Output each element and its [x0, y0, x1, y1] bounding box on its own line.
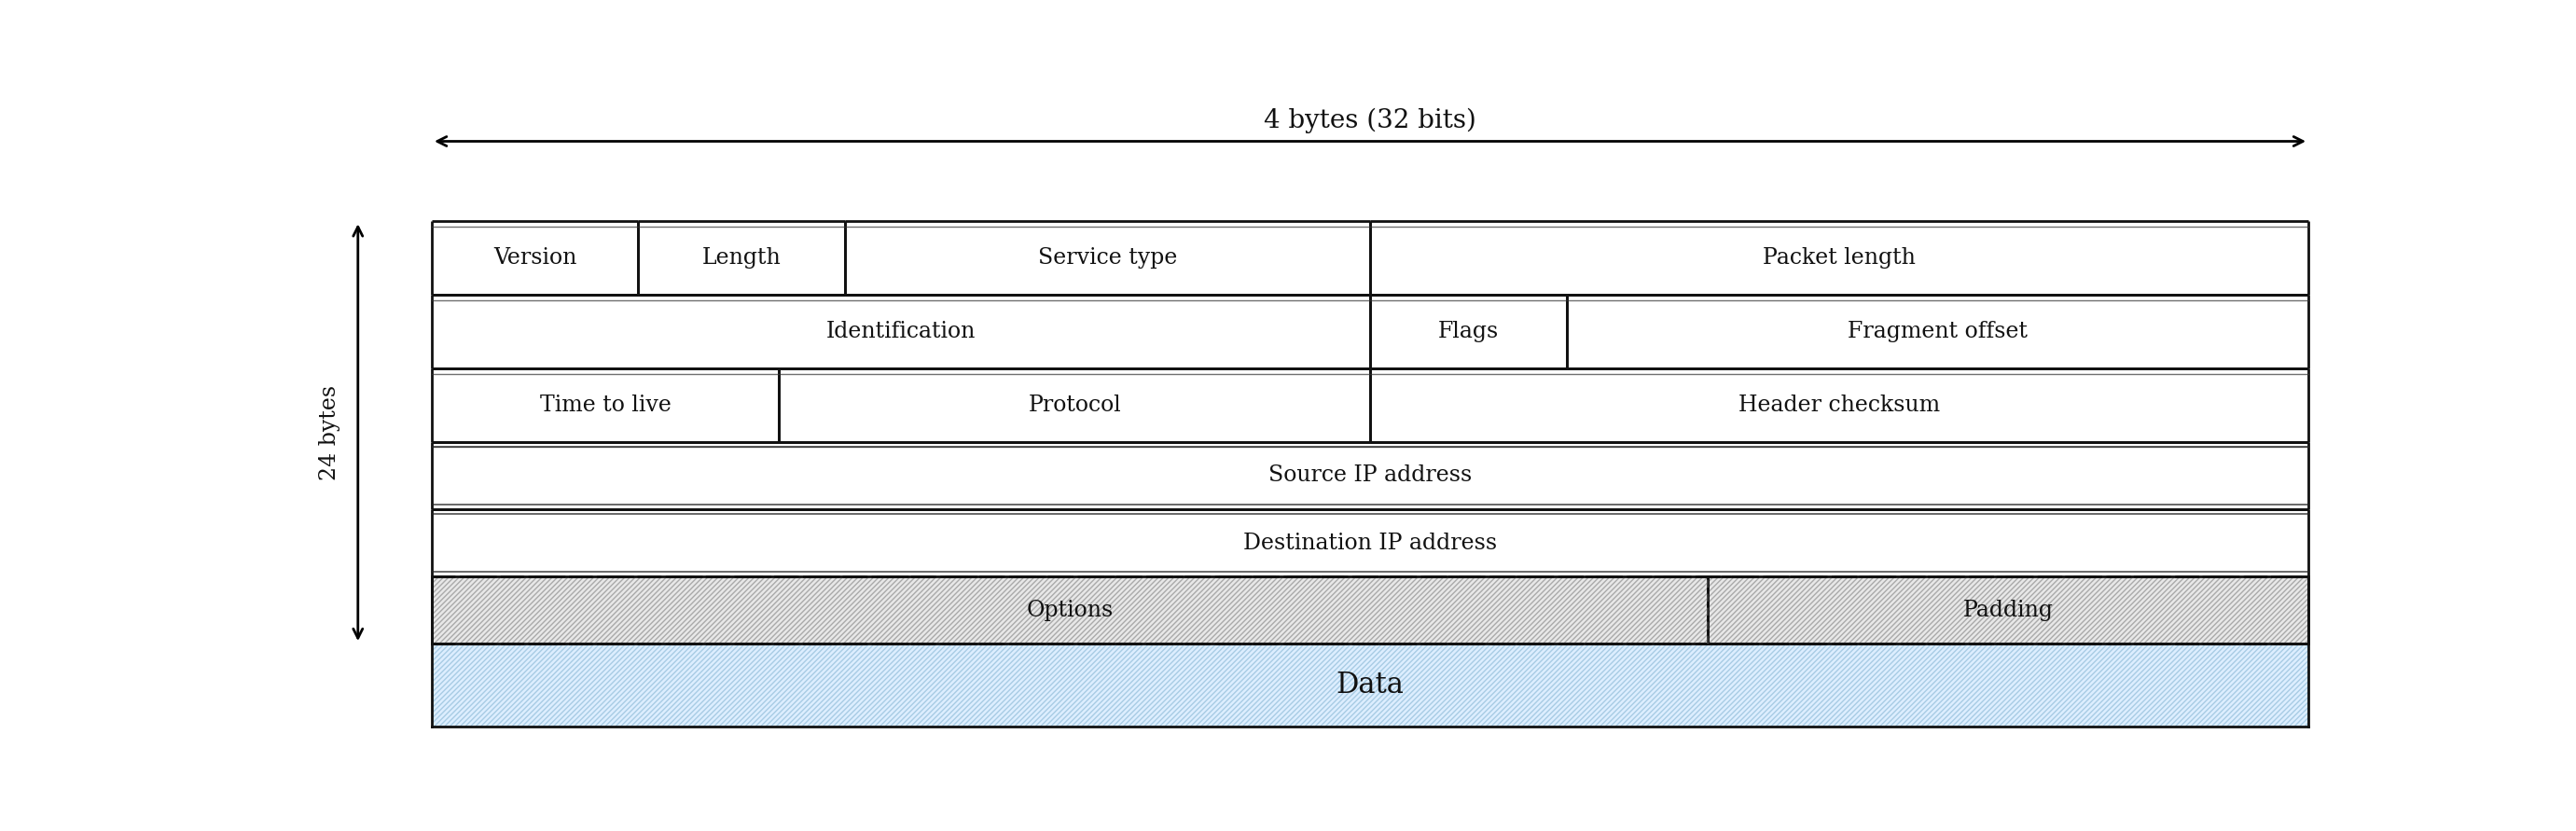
Text: Protocol: Protocol	[1028, 395, 1121, 416]
Text: Packet length: Packet length	[1762, 248, 1917, 268]
Text: Fragment offset: Fragment offset	[1847, 321, 2027, 342]
Text: Padding: Padding	[1963, 599, 2053, 621]
Text: 4 bytes (32 bits): 4 bytes (32 bits)	[1265, 108, 1476, 134]
Bar	[433, 368, 778, 442]
Text: Data: Data	[1337, 671, 1404, 700]
Text: Destination IP address: Destination IP address	[1244, 532, 1497, 553]
Bar	[433, 509, 2308, 577]
Text: Options: Options	[1025, 599, 1113, 621]
Bar	[778, 368, 1370, 442]
Bar	[433, 577, 1708, 643]
Bar	[433, 442, 2308, 509]
Bar	[1708, 577, 2308, 643]
Bar	[1566, 295, 2308, 368]
Bar	[433, 295, 1370, 368]
Text: Version: Version	[495, 248, 577, 268]
Bar	[433, 221, 639, 295]
Bar	[433, 577, 1708, 643]
Text: Flags: Flags	[1437, 321, 1499, 342]
Text: Length: Length	[701, 248, 781, 268]
Text: Source IP address: Source IP address	[1267, 465, 1471, 486]
Bar	[845, 221, 1370, 295]
Bar	[433, 643, 2308, 727]
Bar	[433, 643, 2308, 727]
Bar	[1370, 368, 2308, 442]
Text: Identification: Identification	[827, 321, 976, 342]
Text: Time to live: Time to live	[541, 395, 672, 416]
Text: 24 bytes: 24 bytes	[319, 385, 340, 480]
Bar	[639, 221, 845, 295]
Bar	[1370, 295, 1566, 368]
Text: Header checksum: Header checksum	[1739, 395, 1940, 416]
Bar	[1370, 221, 2308, 295]
Text: Service type: Service type	[1038, 248, 1177, 268]
Bar	[1708, 577, 2308, 643]
